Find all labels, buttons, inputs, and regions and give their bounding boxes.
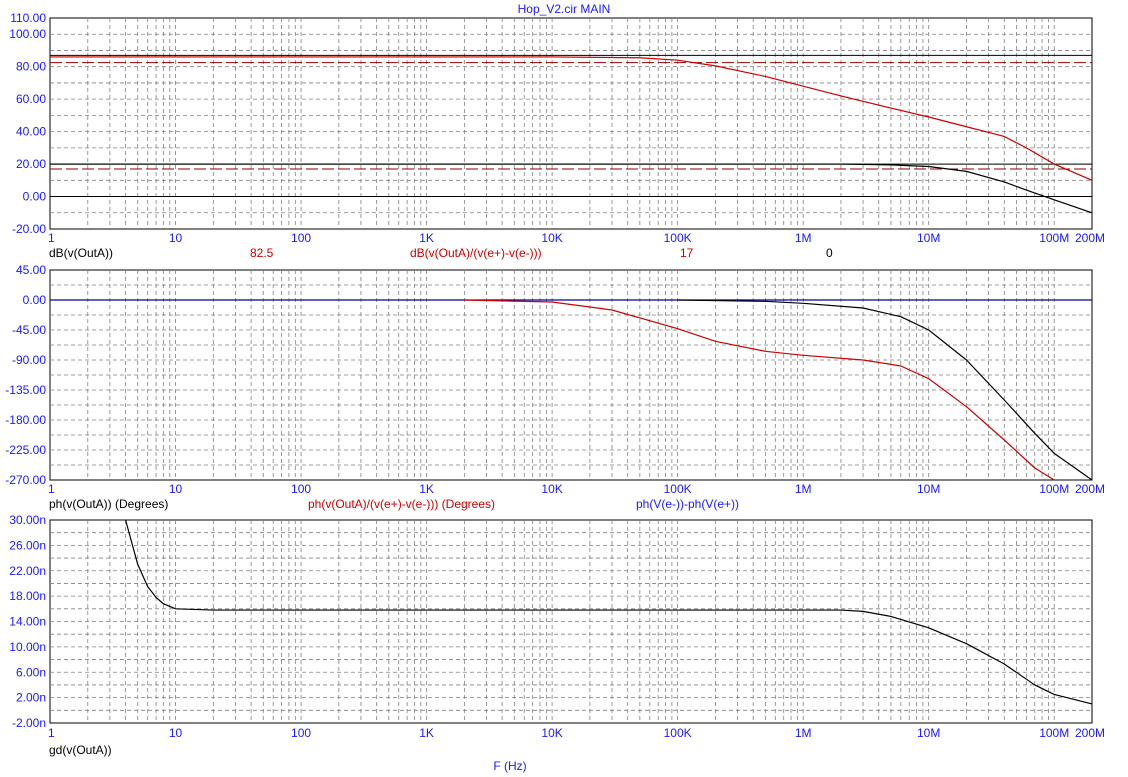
x-tick-label: 1 bbox=[48, 726, 55, 740]
x-tick-label: 10K bbox=[541, 482, 562, 496]
x-tick-label: 1K bbox=[419, 231, 434, 245]
x-tick-label: 1M bbox=[795, 726, 812, 740]
x-tick-label: 100 bbox=[291, 231, 311, 245]
y-tick-label: 110.00 bbox=[10, 11, 46, 25]
y-tick-label: 40.00 bbox=[16, 125, 46, 139]
y-tick-labels: 110.00 100.00 80.00 60.00 40.00 20.00 0.00 -20.… bbox=[9, 11, 46, 236]
x-tick-labels: 1 10 100 1K 10K 100K 1M 10M 100M 200M bbox=[48, 726, 1105, 740]
legend-entry: 82.5 bbox=[250, 246, 274, 260]
legend: ph(v(OutA)) (Degrees) ph(v(OutA)/(v(e+)-v… bbox=[49, 497, 739, 511]
y-tick-label: -20.00 bbox=[12, 222, 46, 236]
y-tick-label: 10.00n bbox=[9, 640, 46, 654]
x-tick-label: 1K bbox=[419, 726, 434, 740]
y-tick-label: -90.00 bbox=[12, 353, 46, 367]
series bbox=[50, 56, 1093, 214]
y-tick-label: 0.00 bbox=[23, 293, 47, 307]
legend-entry: gd(v(OutA)) bbox=[49, 743, 112, 757]
y-tick-label: 18.00n bbox=[9, 589, 46, 603]
y-tick-label: -225.00 bbox=[5, 443, 46, 457]
x-tick-label: 200M bbox=[1075, 231, 1105, 245]
y-tick-label: 6.00n bbox=[16, 665, 46, 679]
y-tick-label: -45.00 bbox=[12, 323, 46, 337]
x-tick-label: 100 bbox=[291, 726, 311, 740]
y-tick-label: -270.00 bbox=[5, 473, 46, 487]
y-tick-labels: 45.00 0.00 -45.00 -90.00 -135.00 -180.00 -225.… bbox=[5, 263, 46, 487]
x-tick-label: 10 bbox=[169, 482, 183, 496]
x-tick-label: 10K bbox=[541, 726, 562, 740]
y-tick-label: 22.00n bbox=[9, 564, 46, 578]
plot-frame bbox=[49, 17, 1093, 230]
legend-entry: ph(v(OutA)/(v(e+)-v(e-))) (Degrees) bbox=[308, 497, 495, 511]
x-tick-label: 10M bbox=[917, 482, 940, 496]
y-tick-label: -135.00 bbox=[5, 383, 46, 397]
phase-panel: 45.00 0.00 -45.00 -90.00 -135.00 -180.00 -225.… bbox=[5, 263, 1105, 511]
magnitude-panel: 110.00 100.00 80.00 60.00 40.00 20.00 0.00 -20.… bbox=[9, 11, 1105, 260]
legend-entry: dB(v(OutA)) bbox=[49, 246, 113, 260]
x-tick-label: 200M bbox=[1075, 726, 1105, 740]
series-line bbox=[464, 299, 1055, 481]
x-tick-label: 1 bbox=[48, 231, 55, 245]
series-line bbox=[124, 519, 1093, 705]
y-tick-labels: 30.00n 26.00n 22.00n 18.00n 14.00n 10.00n 6.00… bbox=[9, 513, 46, 730]
series-line bbox=[50, 163, 1093, 214]
y-tick-label: 80.00 bbox=[16, 60, 46, 74]
horizontal-grid bbox=[50, 532, 1092, 711]
x-tick-label: 10M bbox=[917, 231, 940, 245]
x-tick-label: 100K bbox=[664, 726, 692, 740]
x-tick-labels: 1 10 100 1K 10K 100K 1M 10M 100M 200M bbox=[48, 482, 1105, 496]
y-tick-label: 100.00 bbox=[9, 27, 46, 41]
x-tick-label: 200M bbox=[1075, 482, 1105, 496]
legend-entry: 0 bbox=[826, 246, 833, 260]
x-tick-label: 100K bbox=[664, 231, 692, 245]
x-tick-label: 100M bbox=[1039, 482, 1069, 496]
legend-entry: dB(v(OutA)/(v(e+)-v(e-))) bbox=[410, 246, 542, 260]
x-tick-label: 1M bbox=[795, 231, 812, 245]
x-tick-label: 1M bbox=[795, 482, 812, 496]
vertical-grid bbox=[87, 18, 1055, 229]
x-tick-label: 1K bbox=[419, 482, 434, 496]
y-tick-label: -2.00n bbox=[12, 716, 46, 730]
series bbox=[124, 519, 1093, 705]
legend-entry: 17 bbox=[680, 246, 694, 260]
series-line bbox=[50, 56, 1093, 181]
y-tick-label: 45.00 bbox=[16, 263, 46, 277]
legend: gd(v(OutA)) bbox=[49, 743, 112, 757]
x-tick-labels: 1 10 100 1K 10K 100K 1M 10M 100M 200M bbox=[48, 231, 1105, 245]
plot-title: Hop_V2.cir MAIN bbox=[518, 2, 611, 16]
y-tick-label: 20.00 bbox=[16, 157, 46, 171]
x-tick-label: 10 bbox=[169, 231, 183, 245]
x-tick-label: 100 bbox=[291, 482, 311, 496]
x-tick-label: 100K bbox=[664, 482, 692, 496]
y-tick-label: 2.00n bbox=[16, 691, 46, 705]
legend: dB(v(OutA)) 82.5 dB(v(OutA)/(v(e+)-v(e-)))… bbox=[49, 246, 833, 260]
y-tick-label: 0.00 bbox=[23, 190, 47, 204]
y-tick-label: 60.00 bbox=[16, 92, 46, 106]
y-tick-label: 14.00n bbox=[9, 615, 46, 629]
y-tick-label: 26.00n bbox=[9, 538, 46, 552]
x-tick-label: 1 bbox=[48, 482, 55, 496]
legend-entry: ph(V(e-))-ph(V(e+)) bbox=[636, 497, 739, 511]
x-tick-label: 100M bbox=[1039, 726, 1069, 740]
x-tick-label: 10K bbox=[541, 231, 562, 245]
x-axis-label: F (Hz) bbox=[493, 759, 526, 773]
x-tick-label: 10 bbox=[169, 726, 183, 740]
y-tick-label: -180.00 bbox=[5, 413, 46, 427]
x-tick-label: 10M bbox=[917, 726, 940, 740]
group-delay-panel: 30.00n 26.00n 22.00n 18.00n 14.00n 10.00n 6.00… bbox=[9, 513, 1105, 757]
series-line bbox=[677, 299, 1093, 481]
series bbox=[50, 299, 1093, 481]
x-tick-label: 100M bbox=[1039, 231, 1069, 245]
legend-entry: ph(v(OutA)) (Degrees) bbox=[49, 497, 168, 511]
y-tick-label: 30.00n bbox=[9, 513, 46, 527]
